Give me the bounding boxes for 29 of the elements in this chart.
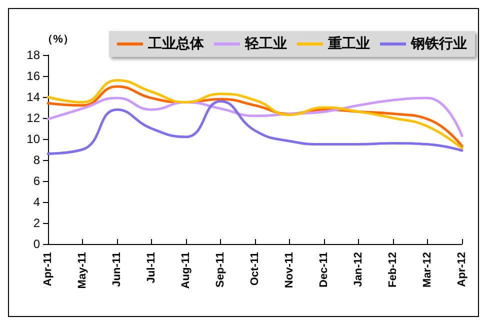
y-tick-label: 0 xyxy=(33,237,40,251)
x-tick-label: Sep-11 xyxy=(214,252,226,288)
x-tick-label: Jan-12 xyxy=(352,252,364,287)
y-tick-label: 8 xyxy=(33,153,40,167)
x-tick-label: Feb-12 xyxy=(387,252,399,288)
y-tick-label: 2 xyxy=(33,216,40,230)
y-tick-label: 16 xyxy=(26,69,40,83)
legend-label: 工业总体 xyxy=(147,36,205,52)
y-tick-label: 6 xyxy=(33,174,40,188)
y-axis-title: （%） xyxy=(42,34,74,46)
x-tick-label: Apr-12 xyxy=(456,252,468,287)
x-tick-label: Oct-11 xyxy=(249,252,261,286)
line-series xyxy=(46,100,464,155)
x-tick-label: Dec-11 xyxy=(318,252,330,288)
x-tick-label: Jun-11 xyxy=(111,252,123,287)
legend-label: 钢铁行业 xyxy=(410,36,467,52)
y-tick-label: 14 xyxy=(26,90,40,104)
legend-label: 重工业 xyxy=(327,36,370,52)
y-tick-label: 10 xyxy=(26,132,40,146)
legend-label: 轻工业 xyxy=(244,36,287,52)
x-tick-label: Nov-11 xyxy=(284,252,296,288)
x-tick-label: Apr-11 xyxy=(42,252,54,286)
x-tick-label: May-11 xyxy=(76,252,88,289)
x-tick-label: Jul-11 xyxy=(146,252,158,284)
y-tick-label: 12 xyxy=(26,111,40,125)
x-tick-label: Aug-11 xyxy=(180,252,192,289)
x-tick-label: Mar-12 xyxy=(422,252,434,288)
y-tick-label: 18 xyxy=(26,48,40,62)
y-tick-label: 4 xyxy=(33,195,40,209)
